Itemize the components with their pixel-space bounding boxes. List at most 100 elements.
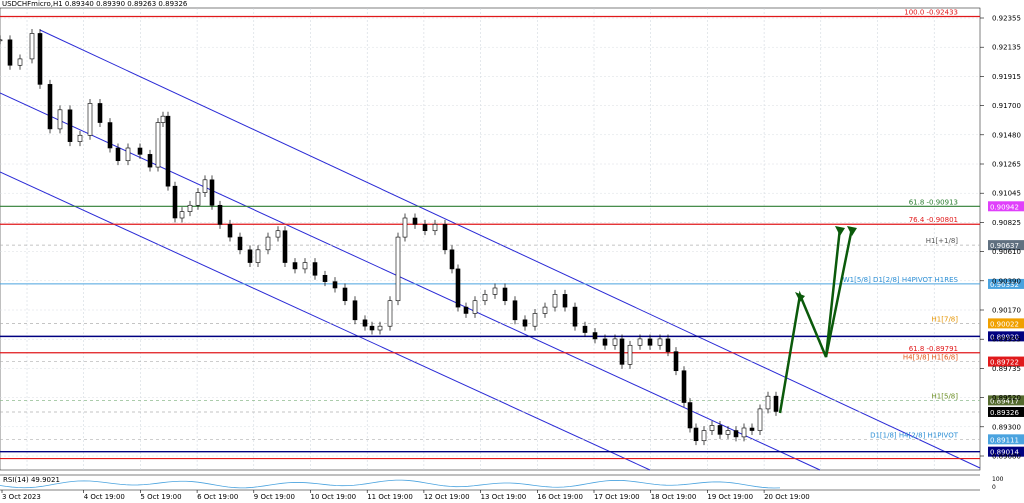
level-label: H4[3/8] H1[6/8]	[903, 354, 958, 362]
candle	[217, 200, 223, 229]
candle	[733, 426, 739, 442]
channel-lower	[0, 171, 651, 471]
x-tick-label: 19 Oct 19:00	[707, 493, 753, 501]
candle	[741, 423, 747, 442]
candle	[592, 328, 598, 344]
candle-body	[362, 319, 368, 327]
candle-body	[282, 230, 288, 263]
price-label-box	[988, 406, 1024, 417]
candle-body	[741, 427, 747, 438]
candle-body	[312, 262, 318, 276]
candle	[57, 105, 63, 134]
candle-body	[209, 179, 215, 206]
y-tick-label: 0.89300	[992, 423, 1021, 431]
candle-body	[275, 230, 281, 238]
candle-body	[701, 430, 707, 442]
candle	[332, 277, 338, 293]
candle	[202, 175, 208, 197]
candle	[532, 309, 538, 331]
candle	[542, 302, 548, 318]
candle	[369, 321, 375, 335]
x-tick-label: 5 Oct 19:00	[140, 493, 181, 501]
candle-body	[482, 294, 488, 302]
candle	[673, 347, 679, 376]
candle-body	[217, 204, 223, 225]
candle-body	[67, 109, 73, 142]
candle	[442, 219, 448, 255]
candle-body	[369, 325, 375, 331]
candle	[522, 315, 528, 331]
candle-body	[681, 370, 687, 403]
candle	[572, 302, 578, 331]
candle-body	[47, 84, 53, 130]
candle-body	[87, 103, 93, 136]
candle-body	[455, 268, 461, 308]
price-label-text: 0.89920	[990, 333, 1019, 341]
candle	[137, 143, 143, 159]
price-label-box	[988, 434, 1024, 445]
candle-body	[97, 103, 103, 123]
candle	[282, 226, 288, 267]
candle-body	[657, 338, 663, 346]
candle	[552, 289, 558, 312]
x-tick-label: 16 Oct 19:00	[537, 493, 583, 501]
candle	[757, 404, 763, 435]
candle	[717, 421, 723, 439]
candle	[681, 366, 687, 407]
candle-body	[237, 236, 243, 251]
candle	[125, 143, 131, 166]
y-tick-label: 0.89735	[992, 365, 1021, 373]
candle	[312, 258, 318, 280]
forecast-arrowhead	[847, 226, 857, 236]
level-label: 61.8 -0.90913	[909, 198, 958, 206]
candle-body	[265, 236, 271, 251]
price-label: 0.89014	[988, 446, 1024, 457]
candle-body	[187, 204, 193, 212]
y-tick-label: 0.91045	[992, 190, 1021, 198]
y-tick-label: 0.92355	[992, 15, 1021, 23]
rsi-scale-label: 0	[992, 484, 996, 491]
candle	[67, 105, 73, 147]
y-tick-label: 0.90390	[992, 277, 1021, 285]
candle-body	[422, 224, 428, 232]
candle	[687, 398, 693, 433]
level-label: H1[+1/8]	[926, 237, 959, 245]
level-label: 61.8 -0.89791	[909, 345, 958, 353]
candle-body	[463, 306, 469, 314]
y-tick-label: 0.89520	[992, 394, 1021, 402]
price-label-box	[988, 278, 1024, 289]
candle	[155, 118, 161, 172]
candle	[352, 296, 358, 325]
candle-body	[765, 395, 771, 410]
channel-upper	[39, 29, 981, 469]
level-label: W1[5/8] D1[2/8] H4PIVOT H1RES	[843, 276, 959, 284]
price-label-text: 0.90332	[990, 281, 1019, 289]
forecast-arrow-2	[824, 227, 854, 358]
candle-body	[757, 408, 763, 431]
candle-body	[202, 179, 208, 193]
candle-body	[332, 281, 338, 289]
channel-middle	[0, 92, 821, 471]
candle	[562, 289, 568, 312]
candle-body	[37, 33, 43, 85]
price-label-box	[988, 356, 1024, 367]
candle	[619, 334, 625, 369]
candle	[275, 226, 281, 242]
candle	[322, 270, 328, 287]
candle	[87, 99, 93, 140]
candle-body	[342, 287, 348, 302]
price-label: 0.89920	[988, 331, 1024, 342]
candle-body	[255, 249, 261, 263]
price-label: 0.89326	[988, 406, 1024, 417]
forecast-arrow	[778, 227, 842, 414]
x-tick-label: 18 Oct 19:00	[651, 493, 697, 501]
candle	[627, 340, 633, 369]
candle-body	[552, 294, 558, 308]
y-tick-label: 0.89955	[992, 336, 1021, 344]
candle	[647, 334, 653, 350]
candle-body	[449, 249, 455, 270]
candle	[165, 111, 171, 191]
rsi-scale-label: 100	[992, 476, 1004, 483]
symbol-info: USDCHFmicro,H1 0.89340 0.89390 0.89263 0…	[2, 0, 188, 8]
